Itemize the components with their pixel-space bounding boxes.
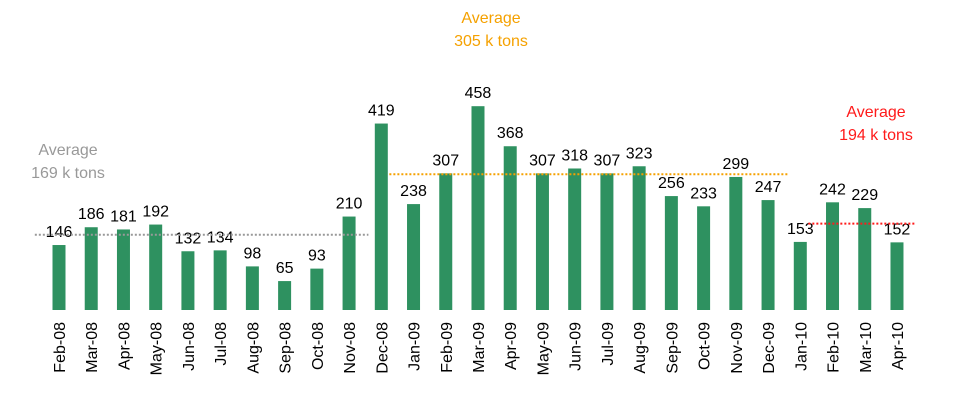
bar — [729, 176, 743, 310]
value-label: 307 — [432, 152, 459, 169]
value-label: 458 — [465, 85, 492, 102]
value-label: 419 — [368, 103, 395, 120]
bar — [664, 196, 678, 310]
bar — [213, 250, 227, 310]
bar — [535, 173, 549, 310]
x-tick-label: May-08 — [149, 322, 166, 375]
x-tick-label: Feb-10 — [826, 322, 843, 373]
x-tick-label: Aug-08 — [245, 322, 262, 374]
bar — [310, 268, 324, 310]
value-label: 186 — [78, 206, 105, 223]
average-label: Average — [846, 104, 905, 121]
bar — [52, 245, 66, 310]
x-tick-label: Oct-08 — [310, 322, 327, 370]
value-label: 132 — [175, 230, 202, 247]
x-tick-label: Apr-09 — [503, 322, 520, 370]
average-label: 305 k tons — [454, 33, 528, 50]
bar — [697, 206, 711, 310]
average-label: 194 k tons — [839, 127, 913, 144]
bar — [374, 123, 388, 310]
x-tick-label: Nov-08 — [342, 322, 359, 374]
x-tick-label: Feb-08 — [52, 322, 69, 373]
bar — [407, 204, 421, 310]
x-tick-label: Mar-08 — [84, 322, 101, 373]
value-label: 153 — [787, 221, 814, 238]
bar — [503, 146, 517, 310]
bar — [149, 224, 163, 310]
value-label: 307 — [594, 152, 621, 169]
bar — [84, 227, 98, 310]
value-label: 229 — [851, 187, 878, 204]
bar — [858, 208, 872, 310]
bar — [761, 200, 775, 310]
x-tick-label: Aug-09 — [632, 322, 649, 374]
bar — [342, 216, 356, 310]
value-label: 307 — [529, 152, 556, 169]
bar — [890, 242, 904, 310]
x-tick-label: Sep-09 — [664, 322, 681, 374]
x-tick-label: Jan-09 — [407, 322, 424, 371]
bar — [826, 202, 840, 310]
x-tick-label: Mar-09 — [471, 322, 488, 373]
value-label: 152 — [884, 221, 911, 238]
x-tick-label: Oct-09 — [697, 322, 714, 370]
x-tick-label: Sep-08 — [278, 322, 295, 374]
value-label: 146 — [46, 224, 73, 241]
x-tick-label: Jun-09 — [568, 322, 585, 371]
bar — [568, 168, 582, 310]
value-label: 192 — [142, 204, 169, 221]
value-label: 368 — [497, 125, 524, 142]
bar — [439, 173, 453, 310]
bar — [181, 251, 195, 310]
average-label: 169 k tons — [31, 165, 105, 182]
value-label: 247 — [755, 179, 782, 196]
bar — [116, 229, 130, 310]
bar — [632, 166, 646, 310]
value-label: 238 — [400, 183, 427, 200]
value-label: 210 — [336, 196, 363, 213]
value-label: 93 — [308, 248, 326, 265]
x-tick-label: Dec-08 — [374, 322, 391, 374]
value-label: 299 — [722, 156, 749, 173]
bar — [793, 241, 807, 310]
average-label: Average — [461, 10, 520, 27]
value-label: 323 — [626, 145, 653, 162]
bar — [278, 281, 292, 310]
average-label: Average — [38, 142, 97, 159]
value-label: 98 — [243, 245, 261, 262]
value-label: 233 — [690, 185, 717, 202]
x-tick-label: Apr-08 — [116, 322, 133, 370]
x-tick-label: Dec-09 — [761, 322, 778, 374]
x-tick-label: Feb-09 — [439, 322, 456, 373]
x-tick-label: Nov-09 — [729, 322, 746, 374]
x-tick-label: Jun-08 — [181, 322, 198, 371]
value-label: 318 — [561, 147, 588, 164]
value-label: 134 — [207, 229, 234, 246]
value-label: 181 — [110, 208, 137, 225]
bar — [600, 173, 614, 310]
x-tick-label: Jul-08 — [213, 322, 230, 366]
bar — [245, 266, 259, 310]
x-tick-label: Jul-09 — [600, 322, 617, 366]
value-label: 256 — [658, 175, 685, 192]
value-label: 65 — [276, 260, 294, 277]
x-tick-label: Apr-10 — [890, 322, 907, 370]
value-label: 242 — [819, 181, 846, 198]
x-tick-label: May-09 — [535, 322, 552, 375]
x-tick-label: Mar-10 — [858, 322, 875, 373]
x-tick-label: Jan-10 — [793, 322, 810, 371]
bar — [471, 106, 485, 310]
